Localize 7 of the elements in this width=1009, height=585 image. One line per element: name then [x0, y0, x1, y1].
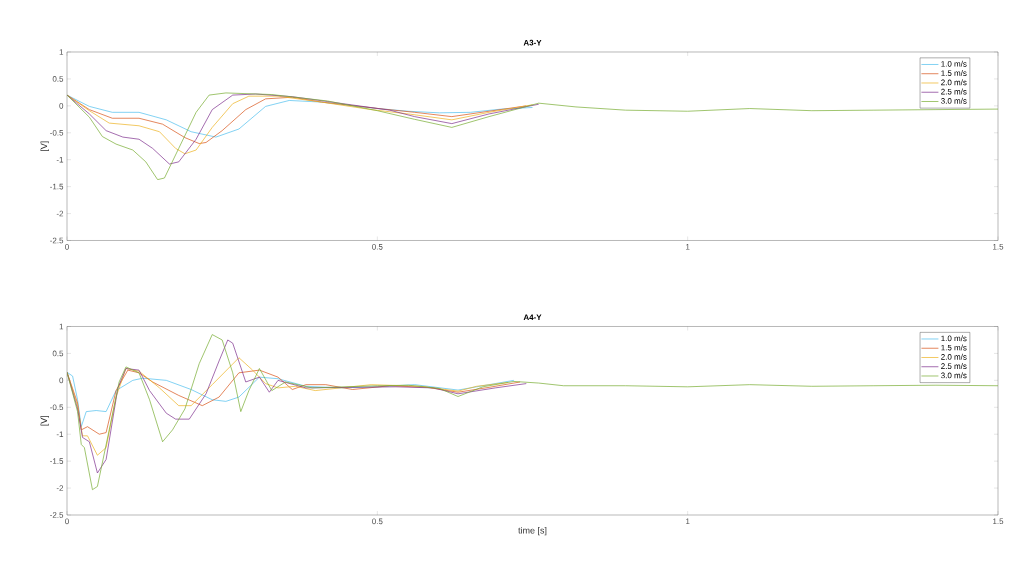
line-series — [67, 339, 527, 474]
y-axis-title: [V] — [40, 415, 49, 426]
x-axis-title: time [s] — [518, 527, 547, 536]
line-series — [67, 334, 999, 491]
line-series — [67, 93, 540, 165]
y-axis-title: [V] — [40, 141, 49, 152]
line-series — [67, 94, 533, 155]
